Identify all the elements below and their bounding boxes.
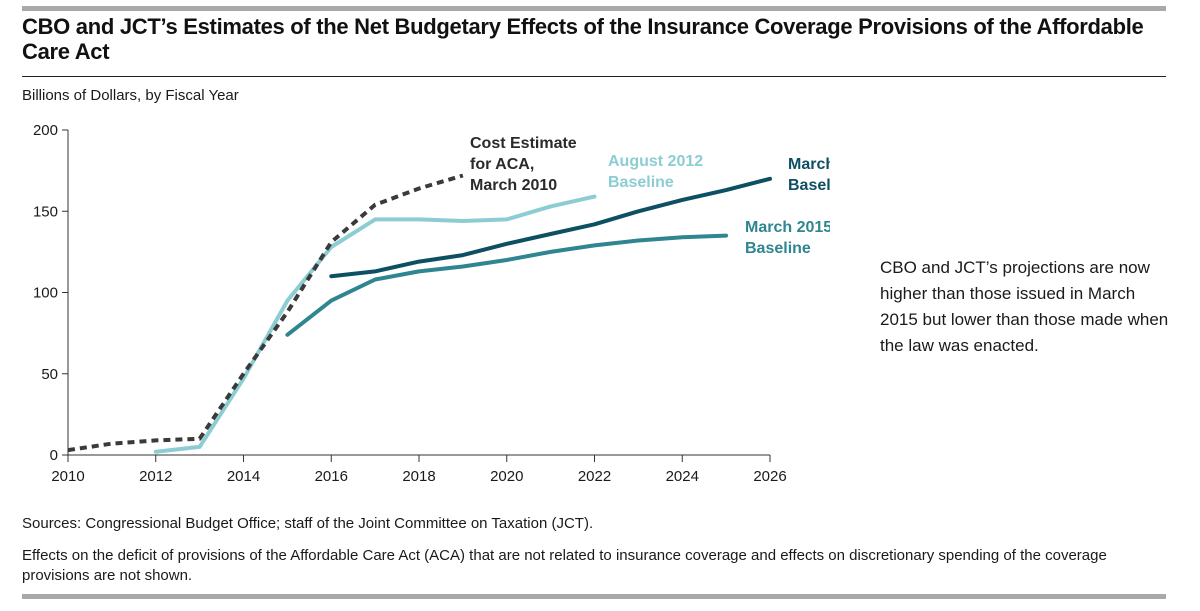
title-rule bbox=[22, 76, 1166, 77]
series-line bbox=[153, 194, 597, 454]
series-label-line: March 2015 bbox=[745, 219, 830, 236]
x-tick-label: 2020 bbox=[490, 468, 523, 485]
y-tick-label: 200 bbox=[33, 122, 58, 139]
y-tick-label: 0 bbox=[50, 447, 58, 464]
chart-title: CBO and JCT’s Estimates of the Net Budge… bbox=[22, 14, 1144, 64]
y-tick-label: 150 bbox=[33, 203, 58, 220]
top-rule bbox=[22, 6, 1166, 11]
series-line bbox=[67, 173, 464, 453]
chart-series bbox=[67, 173, 772, 454]
x-tick-label: 2012 bbox=[139, 468, 172, 485]
x-tick-label: 2010 bbox=[51, 468, 84, 485]
y-tick-label: 100 bbox=[33, 285, 58, 302]
y-tick-label: 50 bbox=[41, 366, 58, 383]
series-label-line: Cost Estimate bbox=[470, 135, 577, 152]
series-label: March 2016 Baseline bbox=[788, 156, 830, 194]
series-label-line: March 2010 bbox=[470, 177, 557, 194]
x-tick-label: 2022 bbox=[578, 468, 611, 485]
series-label: August 2012 Baseline bbox=[608, 153, 703, 191]
x-tick-label: 2026 bbox=[753, 468, 786, 485]
footnote: Effects on the deficit of provisions of … bbox=[22, 547, 1107, 584]
x-tick-label: 2018 bbox=[402, 468, 435, 485]
series-label-line: March 2016 bbox=[788, 156, 830, 173]
series-label-line: Baseline bbox=[745, 240, 811, 257]
sources-line: Sources: Congressional Budget Office; st… bbox=[22, 515, 594, 532]
series-line bbox=[329, 176, 772, 279]
bottom-rule bbox=[22, 594, 1166, 599]
chart-axes: 0 50 100 150 200 2010 2012 2014 2016 2018 2020 2022… bbox=[33, 122, 787, 485]
x-tick-label: 2014 bbox=[227, 468, 260, 485]
annotation-note: CBO and JCT’s projections are now higher… bbox=[880, 258, 1169, 355]
y-axis-unit-label: Billions of Dollars, by Fiscal Year bbox=[22, 87, 239, 104]
line-chart: 0 50 100 150 200 2010 2012 2014 2016 2018 2020 2022… bbox=[33, 122, 830, 485]
x-tick-label: 2016 bbox=[315, 468, 348, 485]
series-label-line: Baseline bbox=[788, 177, 830, 194]
series-label: March 2015 Baseline bbox=[745, 219, 830, 257]
series-label-line: August 2012 bbox=[608, 153, 703, 170]
series-line bbox=[285, 233, 729, 337]
series-label: Cost Estimate for ACA, March 2010 bbox=[470, 135, 577, 194]
series-label-line: Baseline bbox=[608, 174, 674, 191]
x-tick-label: 2024 bbox=[666, 468, 699, 485]
series-label-line: for ACA, bbox=[470, 156, 534, 173]
series-labels: Cost Estimate for ACA, March 2010 August 20… bbox=[470, 135, 830, 257]
